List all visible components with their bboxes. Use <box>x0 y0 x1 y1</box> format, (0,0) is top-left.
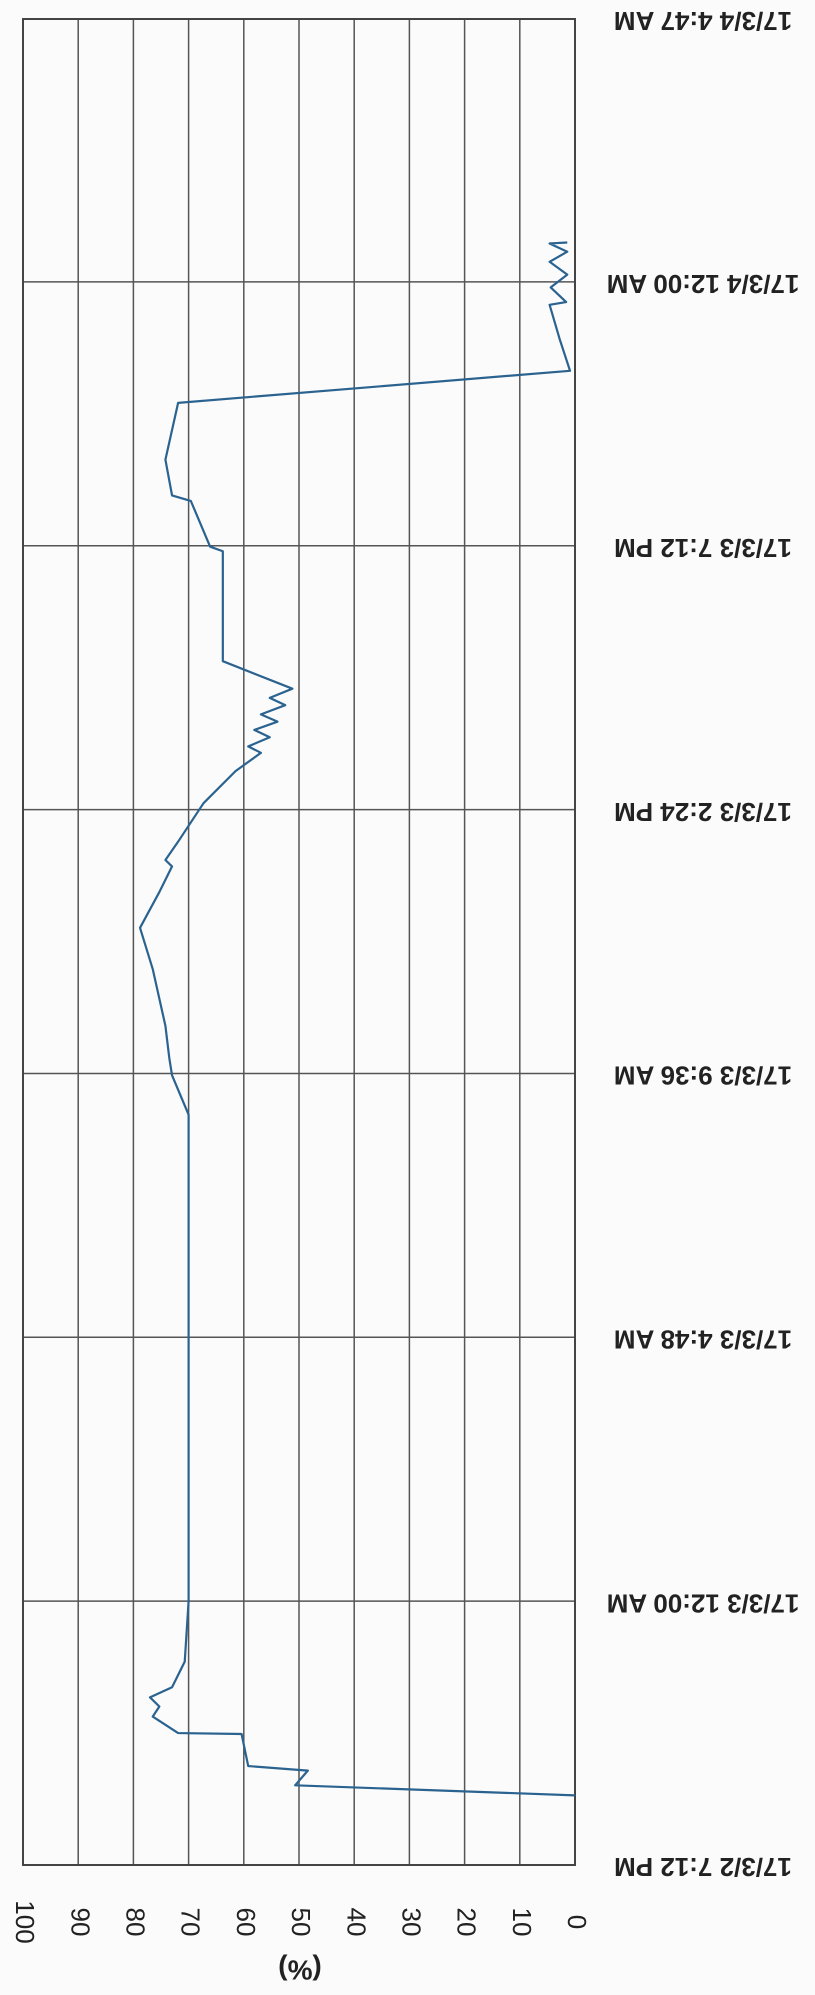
x-tick-label: 17/3/3 12:00 AM <box>607 1588 800 1618</box>
x-tick-label: 17/3/3 7:12 PM <box>614 533 792 563</box>
data-line <box>138 241 576 1797</box>
y-tick-label: 60 <box>231 1908 261 1937</box>
x-tick-label: 17/3/3 2:24 PM <box>614 797 792 827</box>
x-tick-label: 17/3/2 7:12 PM <box>614 1852 792 1882</box>
x-tick-label: 17/3/3 9:36 AM <box>614 1061 792 1091</box>
y-tick-label: 90 <box>65 1908 95 1937</box>
x-tick-label: 17/3/4 12:00 AM <box>607 269 800 299</box>
y-axis-label: (%) <box>278 1955 322 1986</box>
y-tick-label: 40 <box>341 1908 371 1937</box>
y-tick-label: 100 <box>10 1900 40 1943</box>
y-tick-label: 70 <box>176 1908 206 1937</box>
x-tick-label: 17/3/3 4:48 AM <box>614 1324 792 1354</box>
plot-border <box>22 18 576 1866</box>
x-tick-label: 17/3/4 4:47 AM <box>614 6 792 36</box>
y-tick-label: 80 <box>121 1908 151 1937</box>
y-tick-label: 50 <box>286 1908 316 1937</box>
y-tick-label: 0 <box>562 1915 592 1929</box>
y-tick-label: 30 <box>397 1908 427 1937</box>
y-tick-label: 10 <box>507 1908 537 1937</box>
y-tick-label: 20 <box>452 1908 482 1937</box>
